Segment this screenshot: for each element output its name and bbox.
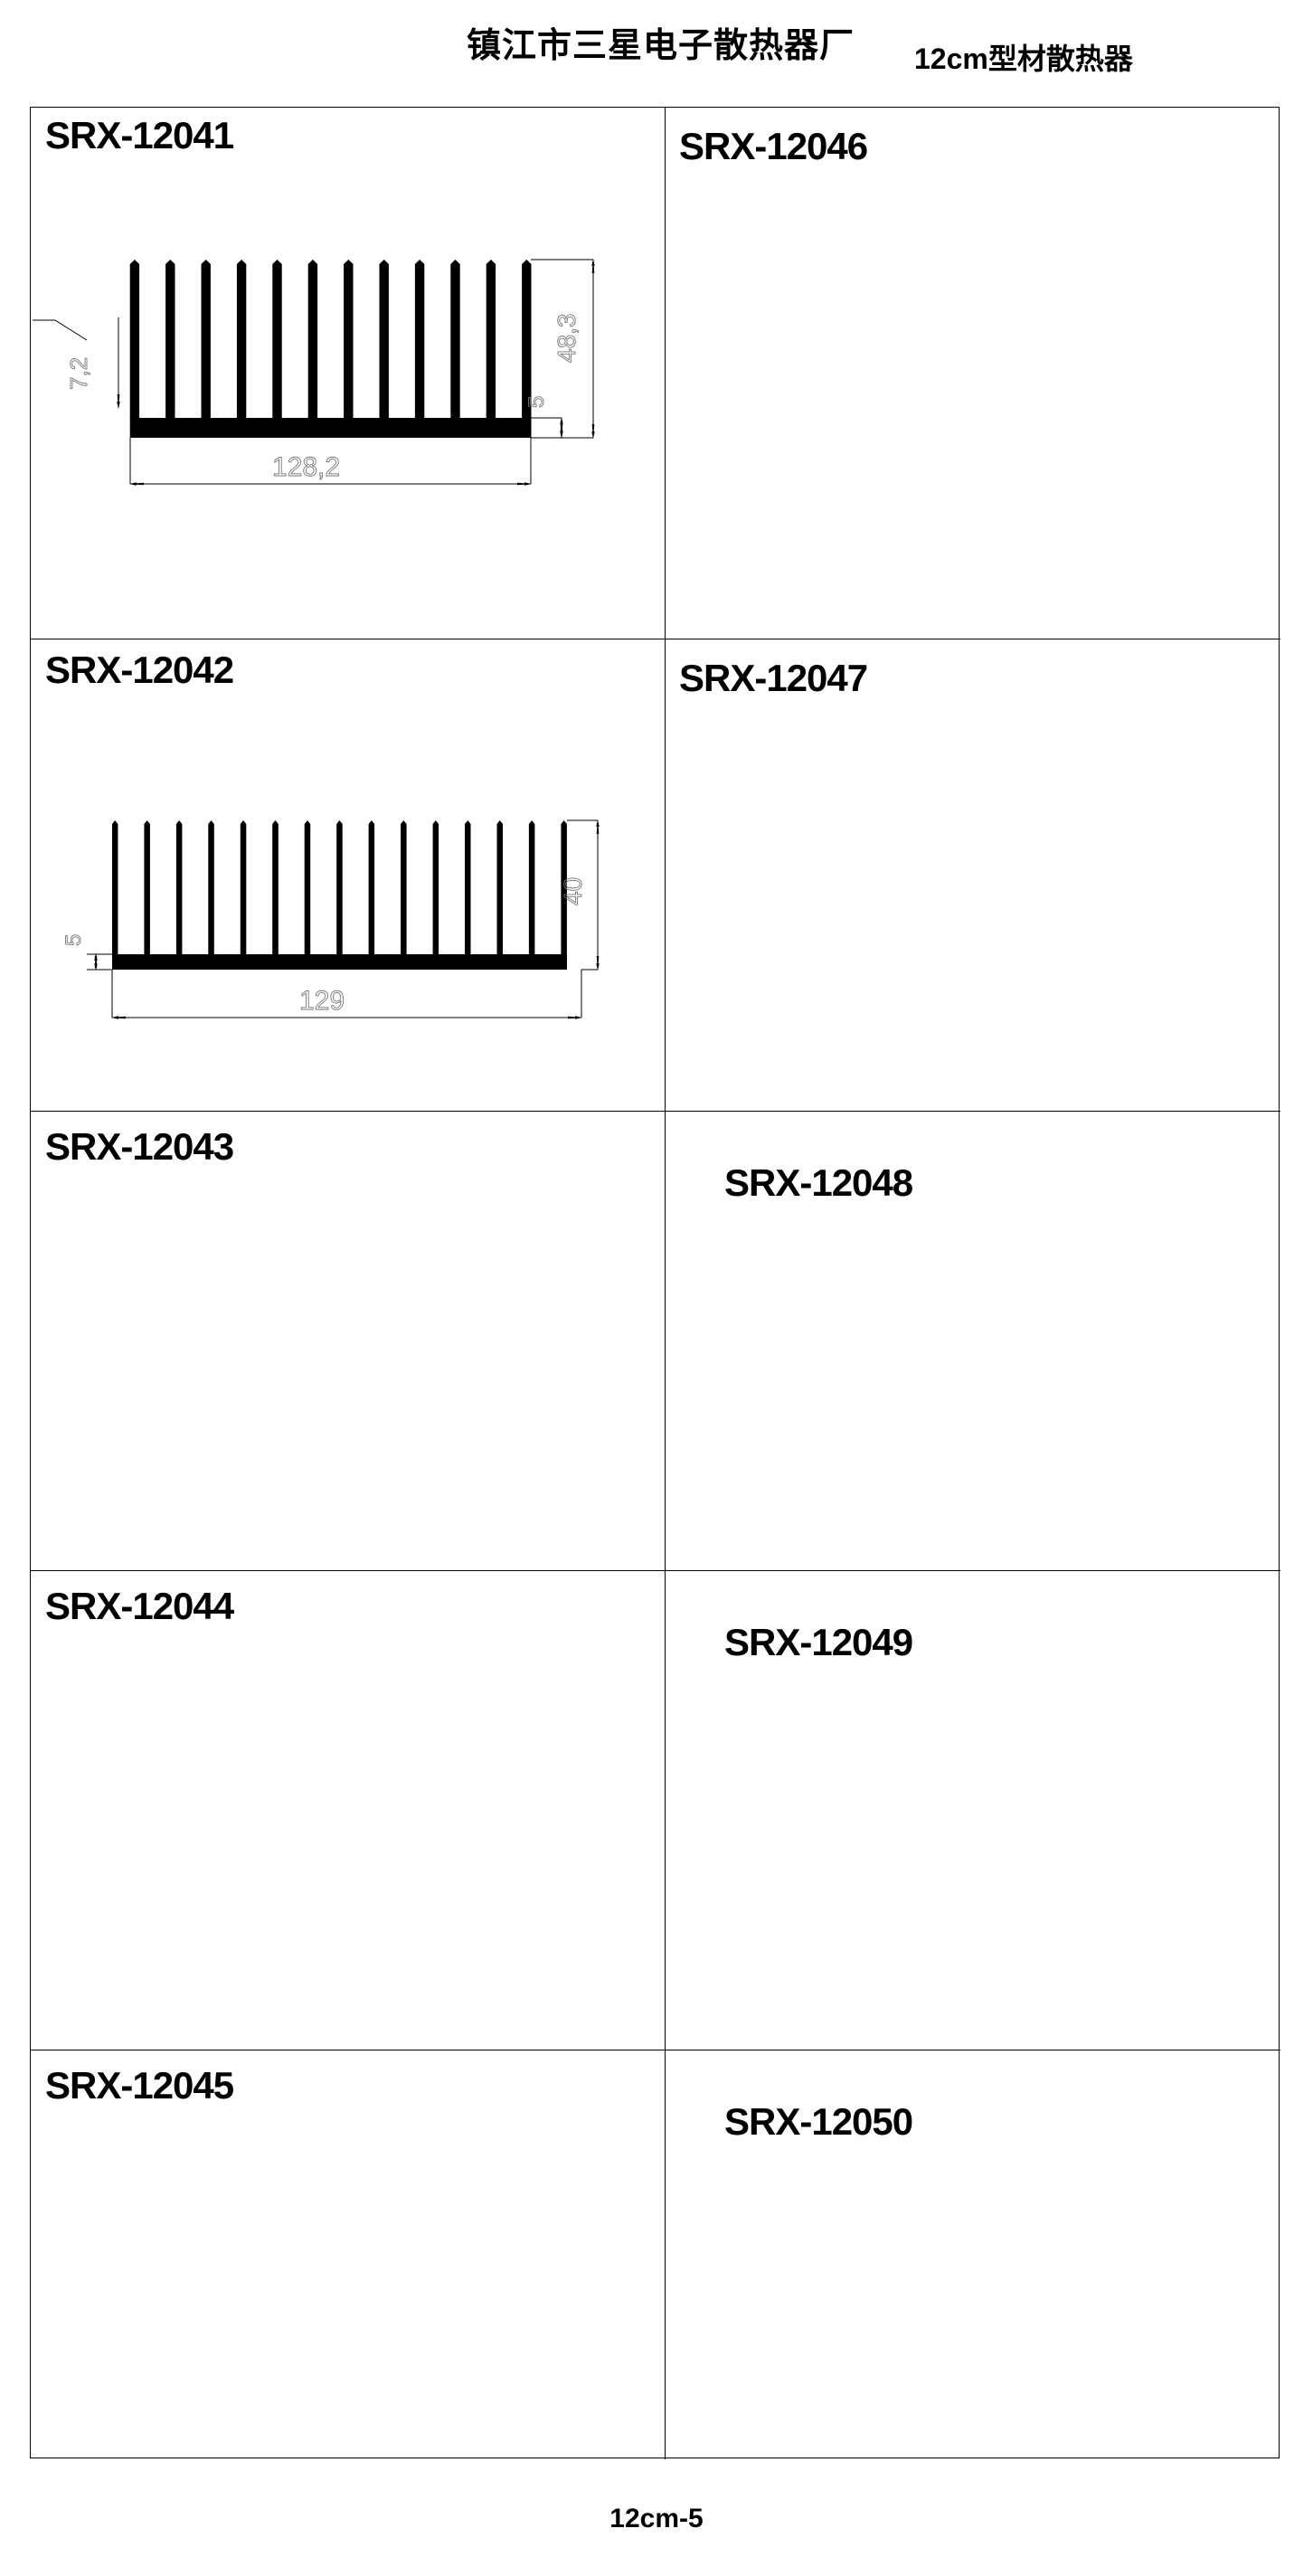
svg-text:5: 5: [61, 934, 86, 946]
svg-text:128,2: 128,2: [272, 452, 340, 482]
svg-text:48,3: 48,3: [553, 314, 581, 364]
svg-text:5: 5: [524, 396, 549, 408]
svg-text:129: 129: [299, 986, 345, 1016]
svg-text:7,2: 7,2: [65, 357, 92, 390]
svg-text:40: 40: [559, 877, 587, 905]
